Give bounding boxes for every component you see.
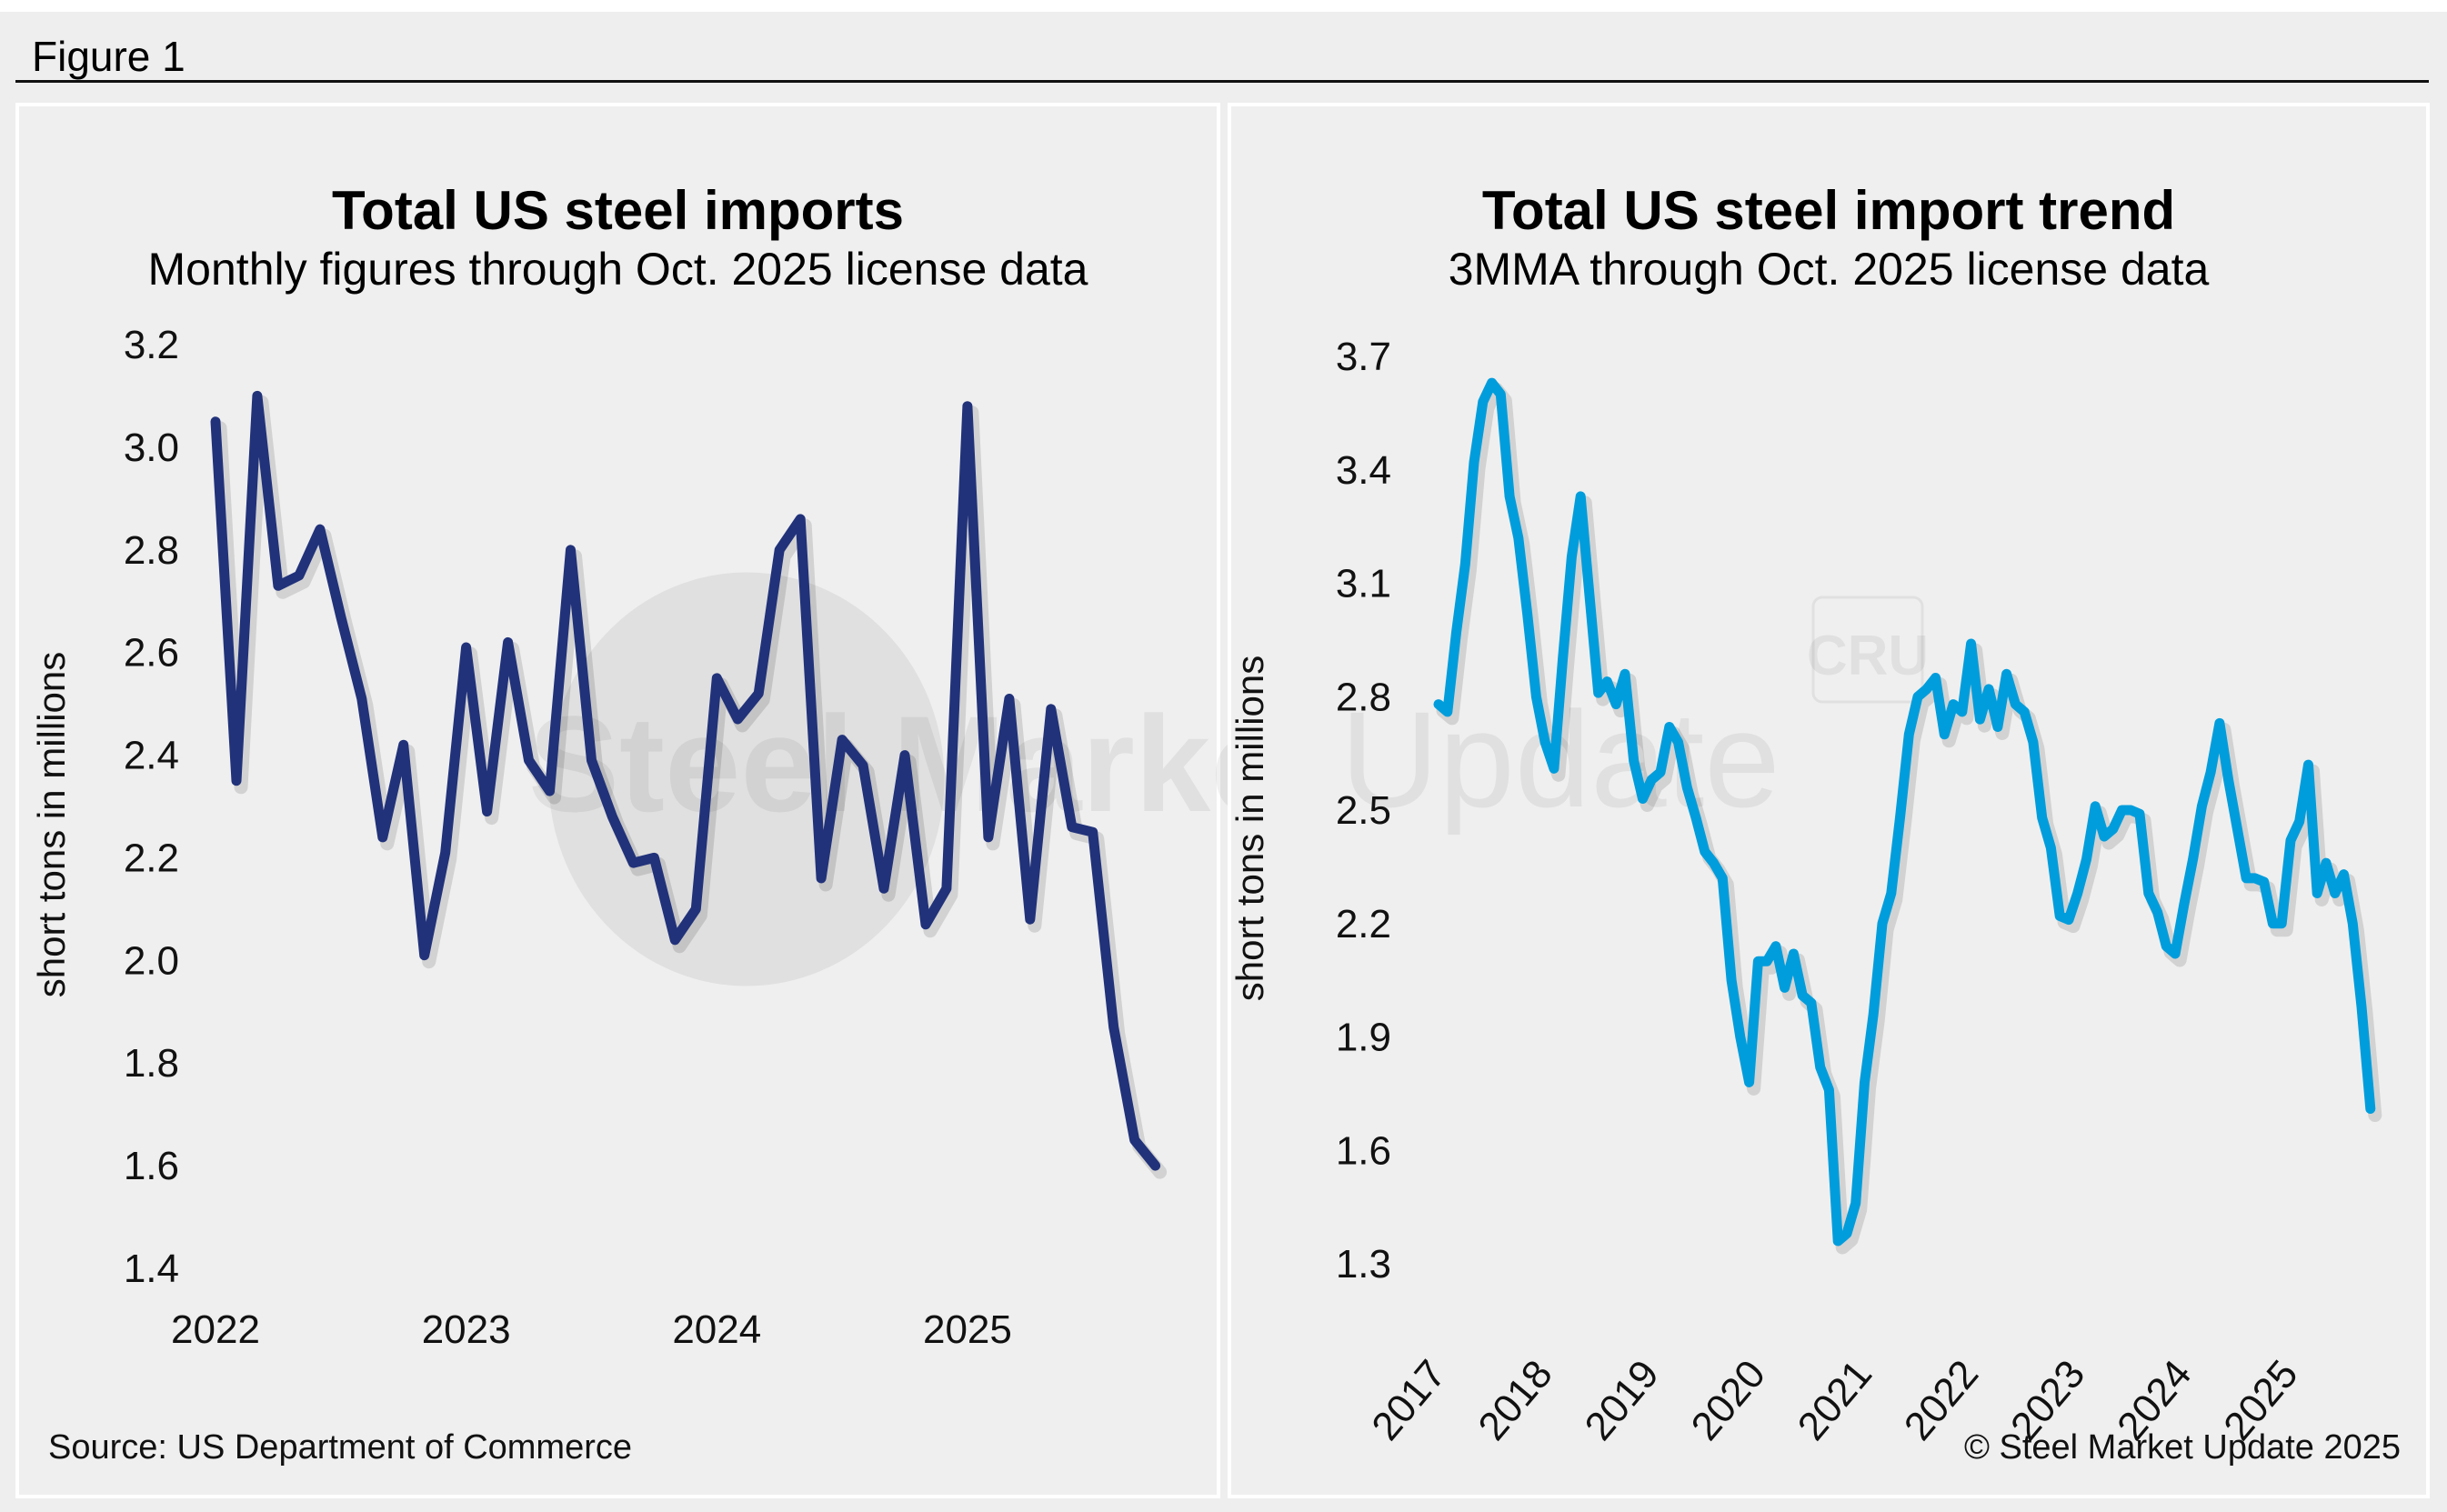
y-tick-label: 2.2 <box>1336 902 1391 946</box>
x-tick-label: 2025 <box>923 1307 1012 1352</box>
y-tick-label: 2.8 <box>124 528 179 573</box>
y-tick-label: 1.4 <box>124 1247 179 1291</box>
watermark-brand-bold: Steel Market <box>528 687 1332 840</box>
x-tick-label: 2021 <box>1790 1352 1880 1448</box>
y-tick-label: 1.9 <box>1336 1016 1391 1060</box>
chart-panel-monthly: Steel Market 3.2 3.0 2.8 2.6 2.4 2.2 2.0 1.8 1.6… <box>15 103 1332 1498</box>
y-axis-title: short tons in millions <box>1229 656 1271 1001</box>
x-tick-label: 2018 <box>1469 1352 1560 1448</box>
chart-panel-trend: Update CRU 3.7 3.4 3.1 2.8 2.5 2.2 1.9 1.6 1.3 2… <box>1228 103 2430 1498</box>
figure-canvas: Figure 1 Steel Market 3.2 3.0 2.8 2.6 2.4 2.2… <box>0 12 2447 1512</box>
chart-title: Total US steel imports <box>331 180 904 241</box>
x-tick-label: 2022 <box>171 1307 260 1352</box>
chart-monthly-imports: Steel Market 3.2 3.0 2.8 2.6 2.4 2.2 2.0 1.8 1.6… <box>30 323 1332 1352</box>
x-tick-label: 2019 <box>1576 1352 1667 1448</box>
y-tick-label: 1.8 <box>124 1041 179 1086</box>
y-tick-label: 3.0 <box>124 426 179 470</box>
y-tick-label: 2.6 <box>124 631 179 676</box>
series-line <box>210 390 1161 1171</box>
y-tick-label: 2.8 <box>1336 675 1391 719</box>
chart-subtitle: Monthly figures through Oct. 2025 licens… <box>147 244 1088 295</box>
y-axis-title: short tons in millions <box>30 652 73 997</box>
y-tick-label: 3.2 <box>124 323 179 367</box>
source-note: Source: US Department of Commerce <box>48 1428 633 1467</box>
figure-label: Figure 1 <box>32 33 186 80</box>
y-tick-label: 3.7 <box>1336 335 1391 379</box>
chart-import-trend: Update CRU 3.73.43.12.82.52.21.91.61.3 2… <box>1229 335 2382 1448</box>
figure-divider <box>15 80 2429 83</box>
series-line <box>1433 377 2376 1247</box>
watermark-cru-box <box>1811 596 1924 704</box>
y-tick-label: 3.4 <box>1336 448 1391 493</box>
x-tick-label: 2024 <box>672 1307 761 1352</box>
copyright-note: © Steel Market Update 2025 <box>1963 1428 2401 1467</box>
y-tick-label: 1.3 <box>1336 1242 1391 1287</box>
y-tick-label: 1.6 <box>124 1144 179 1188</box>
y-tick-label: 2.0 <box>124 938 179 983</box>
chart-title: Total US steel import trend <box>1481 180 2176 241</box>
y-tick-label: 1.6 <box>1336 1128 1391 1173</box>
y-tick-label: 3.1 <box>1336 562 1391 606</box>
watermark-cru-logo: CRU <box>1807 625 1929 687</box>
x-tick-label: 2017 <box>1363 1352 1454 1448</box>
y-tick-label: 2.4 <box>124 734 179 778</box>
x-tick-label: 2020 <box>1683 1352 1774 1448</box>
chart-subtitle: 3MMA through Oct. 2025 license data <box>1448 244 2210 295</box>
y-tick-label: 2.2 <box>124 836 179 880</box>
y-tick-label: 2.5 <box>1336 788 1391 833</box>
x-tick-label: 2023 <box>422 1307 511 1352</box>
